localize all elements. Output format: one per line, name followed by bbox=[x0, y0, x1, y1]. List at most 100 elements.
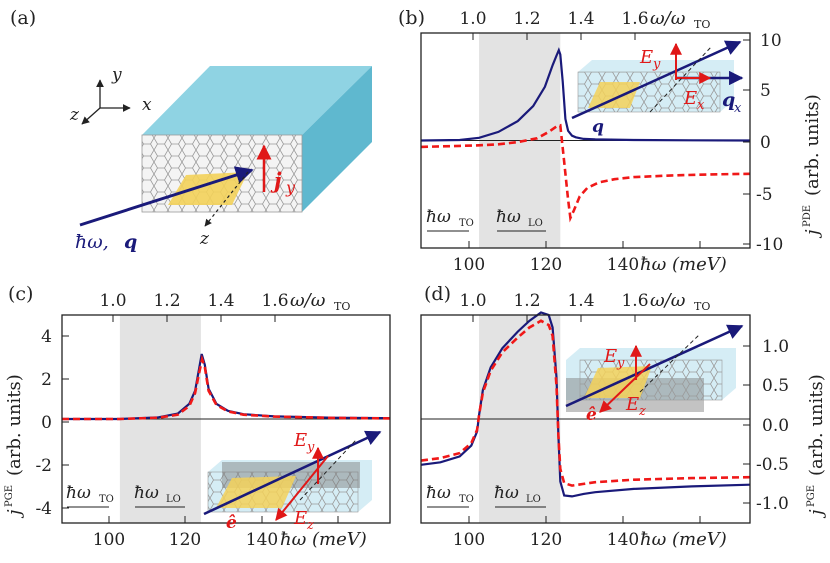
panel-d-wto-label: ħω bbox=[426, 483, 451, 503]
panel-b-top-tick-label: 1.4 bbox=[567, 9, 594, 29]
inset-Ez-arrow bbox=[275, 455, 329, 521]
inset-e-label: ê bbox=[586, 405, 597, 425]
panel-b-y-tick-label: 0 bbox=[760, 133, 771, 153]
panel-c-y-tick-label: 4 bbox=[41, 327, 52, 347]
panel-d-top-tick-label: 1.4 bbox=[567, 291, 594, 311]
panel-b-y-tick-label: -10 bbox=[756, 235, 783, 255]
panel-d-top-axis-label: ω/ω bbox=[650, 290, 686, 311]
panel-c: (c) 1.0 1.2 1.4 1.6 ω/ω TO 100 120 140 ħ… bbox=[4, 283, 391, 550]
panel-d-frame bbox=[420, 314, 751, 524]
inset-q-arrow bbox=[203, 430, 382, 516]
panel-b-dashed-curve bbox=[420, 123, 751, 223]
panel-c-wto-label: ħω bbox=[66, 483, 91, 503]
panel-b-top-axis-sub: TO bbox=[694, 18, 710, 31]
panel-d-y-label-sup: PGE bbox=[806, 485, 817, 507]
slab-top bbox=[142, 66, 372, 135]
inset-Ey-sub: y bbox=[652, 57, 661, 72]
panel-c-top-axis-sub: TO bbox=[334, 300, 350, 313]
panel-d-y-tick-label: -1.0 bbox=[756, 494, 789, 514]
panel-c-top-tick-label: 1.2 bbox=[153, 291, 180, 311]
inset-Ey-label: E bbox=[293, 430, 307, 451]
beam-q-label: q bbox=[124, 231, 137, 253]
panel-b-top-axis-label: ω/ω bbox=[650, 8, 686, 29]
panel-d-top-tick-label: 1.2 bbox=[513, 291, 540, 311]
inset-q-arrow bbox=[565, 324, 744, 408]
z-dotted-label: z bbox=[199, 229, 210, 249]
panel-d-inset: E y E z ê bbox=[565, 324, 744, 425]
panel-c-label: (c) bbox=[8, 283, 33, 305]
panel-b-x-axis-label: ħω (meV) bbox=[640, 254, 727, 275]
panel-d-x-axis-label: ħω (meV) bbox=[640, 529, 727, 550]
panel-d-x-tick-label: 140 bbox=[607, 530, 639, 550]
panel-d-x-tick-label: 100 bbox=[453, 530, 485, 550]
panel-b-solid-curve bbox=[420, 47, 751, 142]
panel-d-top-tick-label: 1.0 bbox=[459, 291, 486, 311]
panel-d-y-axis-label: j PGE (arb. units) bbox=[806, 374, 827, 519]
panel-d-solid-curve bbox=[420, 311, 751, 498]
inset-Ez-arrow bbox=[599, 363, 651, 413]
panel-b-top-tick-label: 1.2 bbox=[513, 9, 540, 29]
panel-b-inset: E y E x q x q bbox=[571, 40, 744, 137]
inset-Ez-sub: z bbox=[306, 518, 314, 533]
panel-b-y-label-units: (arb. units) bbox=[802, 94, 823, 196]
panel-c-x-axis-label: ħω (meV) bbox=[280, 529, 367, 550]
beam-label: ħω, bbox=[75, 231, 109, 253]
panel-d-y-tick-label: -0.5 bbox=[756, 455, 789, 475]
panel-d-x-tick-label: 120 bbox=[530, 530, 562, 550]
axis-y-label: y bbox=[111, 65, 122, 85]
panel-d-top-tick-label: 1.6 bbox=[621, 291, 648, 311]
panel-c-wlo-label: ħω bbox=[134, 483, 159, 503]
inset-Ez-sub: z bbox=[638, 404, 646, 419]
panel-c-y-label-j: j bbox=[4, 509, 25, 519]
panel-b-y-axis-label: j PDE (arb. units) bbox=[802, 94, 823, 239]
panel-d-y-label-j: j bbox=[806, 509, 827, 519]
panel-d-wto-sub: TO bbox=[459, 494, 474, 505]
panel-c-y-tick-label: -4 bbox=[35, 499, 52, 519]
panel-b-wto-sub: TO bbox=[459, 218, 474, 229]
panel-b-wlo-label: ħω bbox=[496, 207, 521, 227]
inset-qx-label: q bbox=[722, 89, 735, 111]
panel-d-y-tick-label: 1.0 bbox=[762, 337, 789, 357]
axis-x-label: x bbox=[142, 95, 152, 115]
panel-c-x-tick-label: 140 bbox=[246, 530, 278, 550]
panel-b: (b) 1.0 1.2 1.4 1.6 ω/ω TO 100 120 140 ħ… bbox=[398, 7, 823, 275]
current-j-sub: y bbox=[285, 178, 296, 197]
panel-b-x-tick-label: 100 bbox=[453, 255, 485, 275]
panel-c-top-axis-label: ω/ω bbox=[290, 290, 326, 311]
panel-c-top-tick-label: 1.0 bbox=[99, 291, 126, 311]
inset-dashed-line bbox=[649, 45, 713, 113]
panel-c-y-tick-label: 2 bbox=[41, 370, 52, 390]
panel-c-y-label-units: (arb. units) bbox=[4, 374, 25, 476]
inset-e-label: ê bbox=[226, 513, 237, 533]
panel-b-y-label-j: j bbox=[802, 229, 823, 239]
panel-b-frame bbox=[420, 32, 751, 249]
inset-Ey-label: E bbox=[639, 47, 653, 68]
panel-d-dashed-curve bbox=[420, 319, 751, 487]
axis-z-label: z bbox=[69, 105, 80, 125]
panel-b-y-label-sup: PDE bbox=[802, 205, 813, 227]
inset-q-label: q bbox=[592, 117, 604, 137]
inset-qx-sub: x bbox=[734, 101, 742, 116]
inset-Ex-label: E bbox=[683, 88, 697, 109]
inset-Ey-sub: y bbox=[306, 440, 315, 455]
panel-c-top-tick-label: 1.4 bbox=[207, 291, 234, 311]
inset-Ey-label: E bbox=[603, 346, 617, 367]
panel-c-frame bbox=[61, 314, 391, 524]
panel-c-y-label-sup: PGE bbox=[4, 485, 15, 507]
inset-spot bbox=[588, 82, 640, 108]
panel-d-label: (d) bbox=[424, 283, 451, 305]
panel-b-x-tick-label: 140 bbox=[607, 255, 639, 275]
panel-c-top-tick-label: 1.6 bbox=[261, 291, 288, 311]
panel-c-y-axis-label: j PGE (arb. units) bbox=[4, 374, 25, 519]
panel-b-y-tick-label: 5 bbox=[760, 81, 771, 101]
panel-d: (d) 1.0 1.2 1.4 1.6 ω/ω TO 100 120 140 ħ… bbox=[420, 283, 827, 550]
panel-c-y-tick-label: 0 bbox=[41, 413, 52, 433]
panel-c-wto-sub: TO bbox=[99, 494, 114, 505]
inset-Ez-label: E bbox=[625, 394, 639, 415]
panel-b-top-tick-label: 1.6 bbox=[621, 9, 648, 29]
panel-b-y-tick-label: -5 bbox=[756, 185, 773, 205]
panel-b-top-tick-label: 1.0 bbox=[459, 9, 486, 29]
panel-a-label: (a) bbox=[10, 7, 36, 29]
inset-q-arrow bbox=[571, 40, 742, 120]
